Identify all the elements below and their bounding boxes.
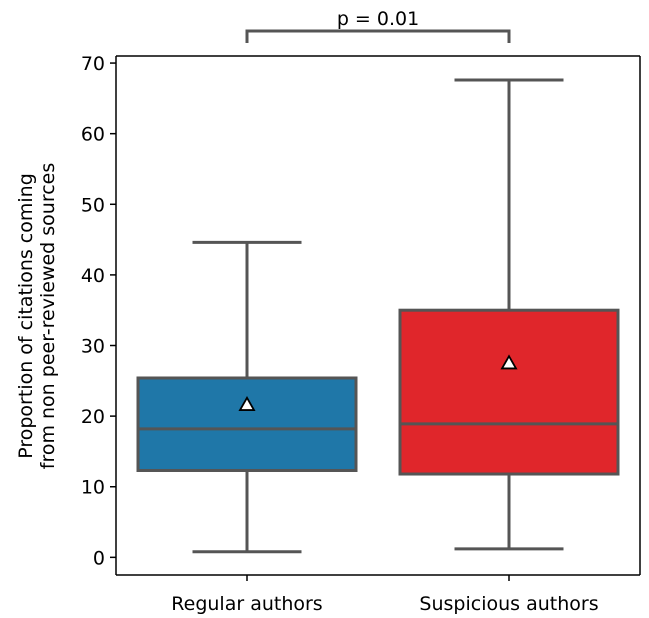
significance-bracket	[245, 29, 511, 43]
p-value-label: p = 0.01	[337, 8, 419, 30]
axes: 0 10 20 30 40 50 60 70 Regular authors Suspicious…	[81, 53, 641, 615]
x-tick-label: Regular authors	[171, 593, 322, 615]
y-axis-title: Proportion of citations coming from non …	[15, 163, 59, 470]
significance-annotation: p = 0.01	[245, 8, 511, 43]
box-group-0	[136, 240, 358, 554]
y-tick-label: 0	[93, 547, 105, 569]
plot-marks	[136, 78, 620, 554]
mean-marker	[500, 354, 518, 370]
box-group-1	[398, 78, 620, 551]
y-tick-label: 60	[81, 124, 105, 146]
y-tick-label: 30	[81, 336, 105, 358]
y-tick-label: 10	[81, 477, 105, 499]
box-iqr	[398, 308, 620, 476]
y-axis-title-line-2: from non peer-reviewed sources	[37, 163, 59, 470]
y-tick-label: 40	[81, 265, 105, 287]
mean-marker	[238, 396, 256, 411]
y-axis-title-line-1: Proportion of citations coming	[15, 173, 37, 459]
x-tick-label: Suspicious authors	[419, 593, 598, 615]
box-iqr	[136, 376, 358, 472]
y-tick-label: 70	[81, 53, 105, 75]
y-tick-label: 20	[81, 406, 105, 428]
y-tick-label: 50	[81, 194, 105, 216]
